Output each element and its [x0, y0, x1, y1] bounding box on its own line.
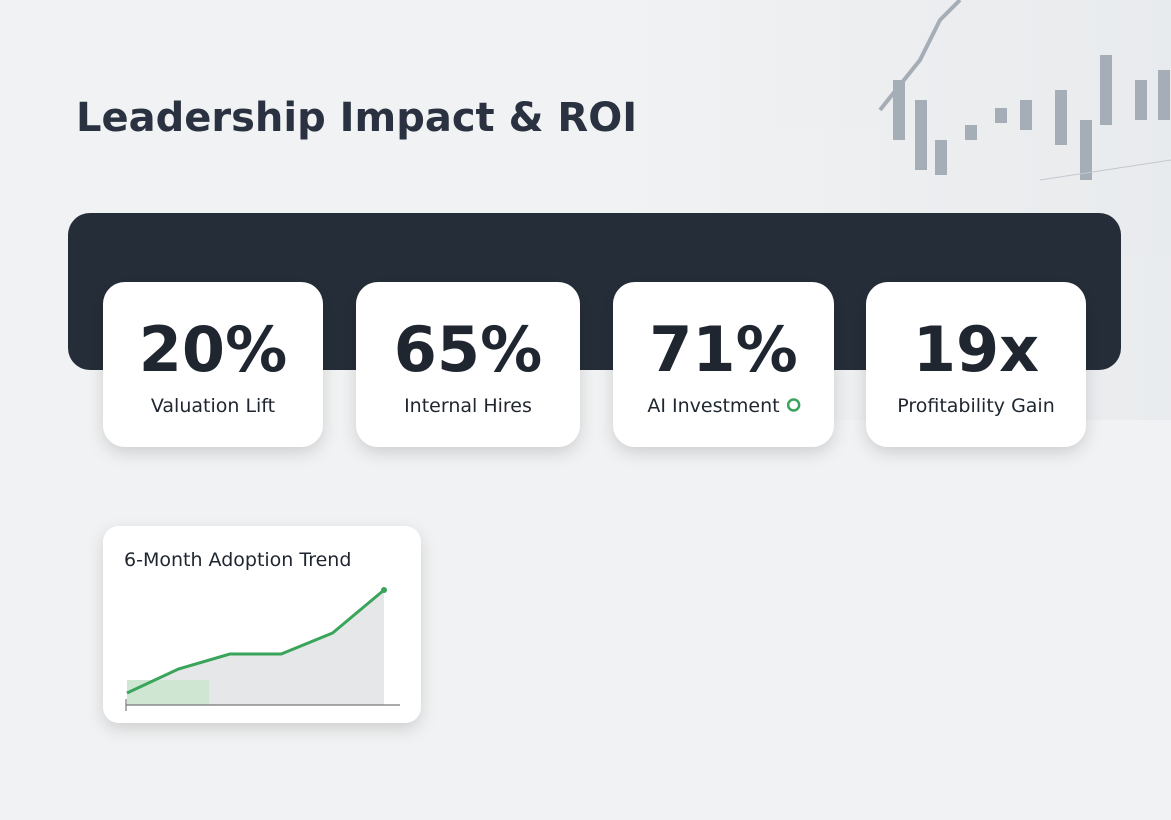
kpi-card: 20% Valuation Lift	[103, 282, 323, 447]
kpi-label: Internal Hires	[404, 395, 532, 417]
trend-line	[126, 588, 385, 695]
kpi-card: 65% Internal Hires	[356, 282, 580, 447]
status-icon	[786, 398, 801, 412]
kpi-value: 19x	[913, 313, 1039, 386]
card	[356, 282, 580, 447]
card	[866, 282, 1086, 447]
kpi-value: 20%	[139, 313, 287, 386]
highlight	[127, 680, 209, 705]
kpi-card: 19x Profitability Gain	[866, 282, 1086, 447]
area	[127, 590, 384, 705]
kpi-row: 20% Valuation Lift 65% Internal Hires 71% AI …	[103, 282, 1086, 447]
card	[613, 282, 834, 447]
trend-card: 6-Month Adoption Trend	[103, 526, 421, 723]
title: Leadership Impact & ROI	[76, 95, 637, 141]
kpi-card: 71% AI Investment	[613, 282, 834, 447]
kpi-value: 65%	[394, 313, 542, 386]
chart-title: 6-Month Adoption Trend	[124, 549, 351, 571]
card	[103, 282, 323, 447]
plot	[125, 587, 400, 711]
dark-band	[68, 213, 1121, 370]
kpi-label: Profitability Gain	[897, 395, 1055, 417]
end-point	[381, 587, 387, 593]
kpi-label: AI Investment	[647, 395, 779, 417]
kpi-label: Valuation Lift	[151, 395, 275, 417]
kpi-value: 71%	[649, 313, 797, 386]
